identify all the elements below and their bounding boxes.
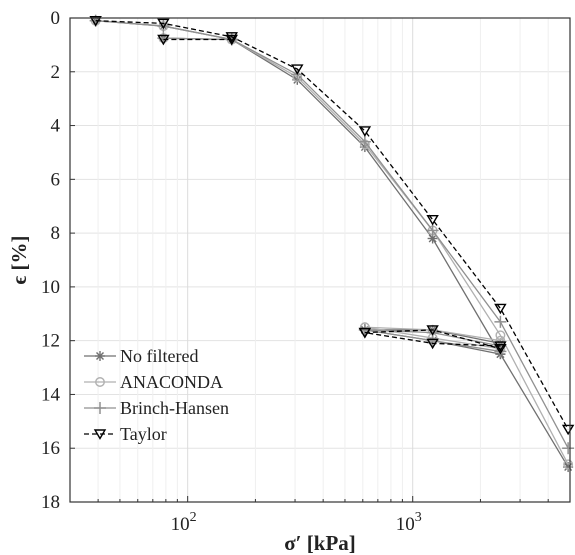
legend: No filtered ANACONDA Brinch-Hansen Taylor	[84, 346, 229, 444]
marker-asterisk	[95, 351, 105, 361]
y-tick-label: 10	[41, 277, 60, 298]
legend-item: ANACONDA	[84, 372, 223, 392]
legend-label: Taylor	[120, 424, 167, 444]
y-tick-label: 0	[51, 8, 61, 29]
y-tick-label: 14	[41, 384, 61, 405]
x-tick-label: 103	[396, 510, 422, 535]
y-tick-label: 4	[51, 116, 61, 137]
marker-plus	[94, 402, 106, 414]
y-axis-label: ϵ [%]	[7, 235, 31, 284]
legend-item: Brinch-Hansen	[84, 398, 229, 418]
marker-plus	[427, 224, 439, 236]
marker-triangle-down	[360, 127, 370, 136]
y-tick-label: 8	[51, 223, 61, 244]
legend-item: Taylor	[84, 424, 167, 444]
marker-triangle-down	[563, 425, 573, 434]
y-tick-label: 16	[41, 438, 60, 459]
legend-label: No filtered	[120, 346, 198, 366]
y-tick-label: 2	[51, 62, 61, 83]
marker-plus	[562, 442, 574, 454]
x-tick-label: 102	[171, 510, 197, 535]
marker-plus	[494, 316, 506, 328]
marker-triangle-down	[495, 304, 505, 313]
marker-triangle-down	[428, 216, 438, 225]
x-axis-label: σ′ [kPa]	[284, 531, 356, 555]
y-tick-label: 12	[41, 331, 60, 352]
series-line	[96, 21, 568, 430]
y-tick-label: 6	[51, 169, 61, 190]
legend-label: ANACONDA	[120, 372, 223, 392]
legend-item: No filtered	[84, 346, 198, 366]
y-tick-label: 18	[41, 492, 60, 513]
legend-label: Brinch-Hansen	[120, 398, 229, 418]
